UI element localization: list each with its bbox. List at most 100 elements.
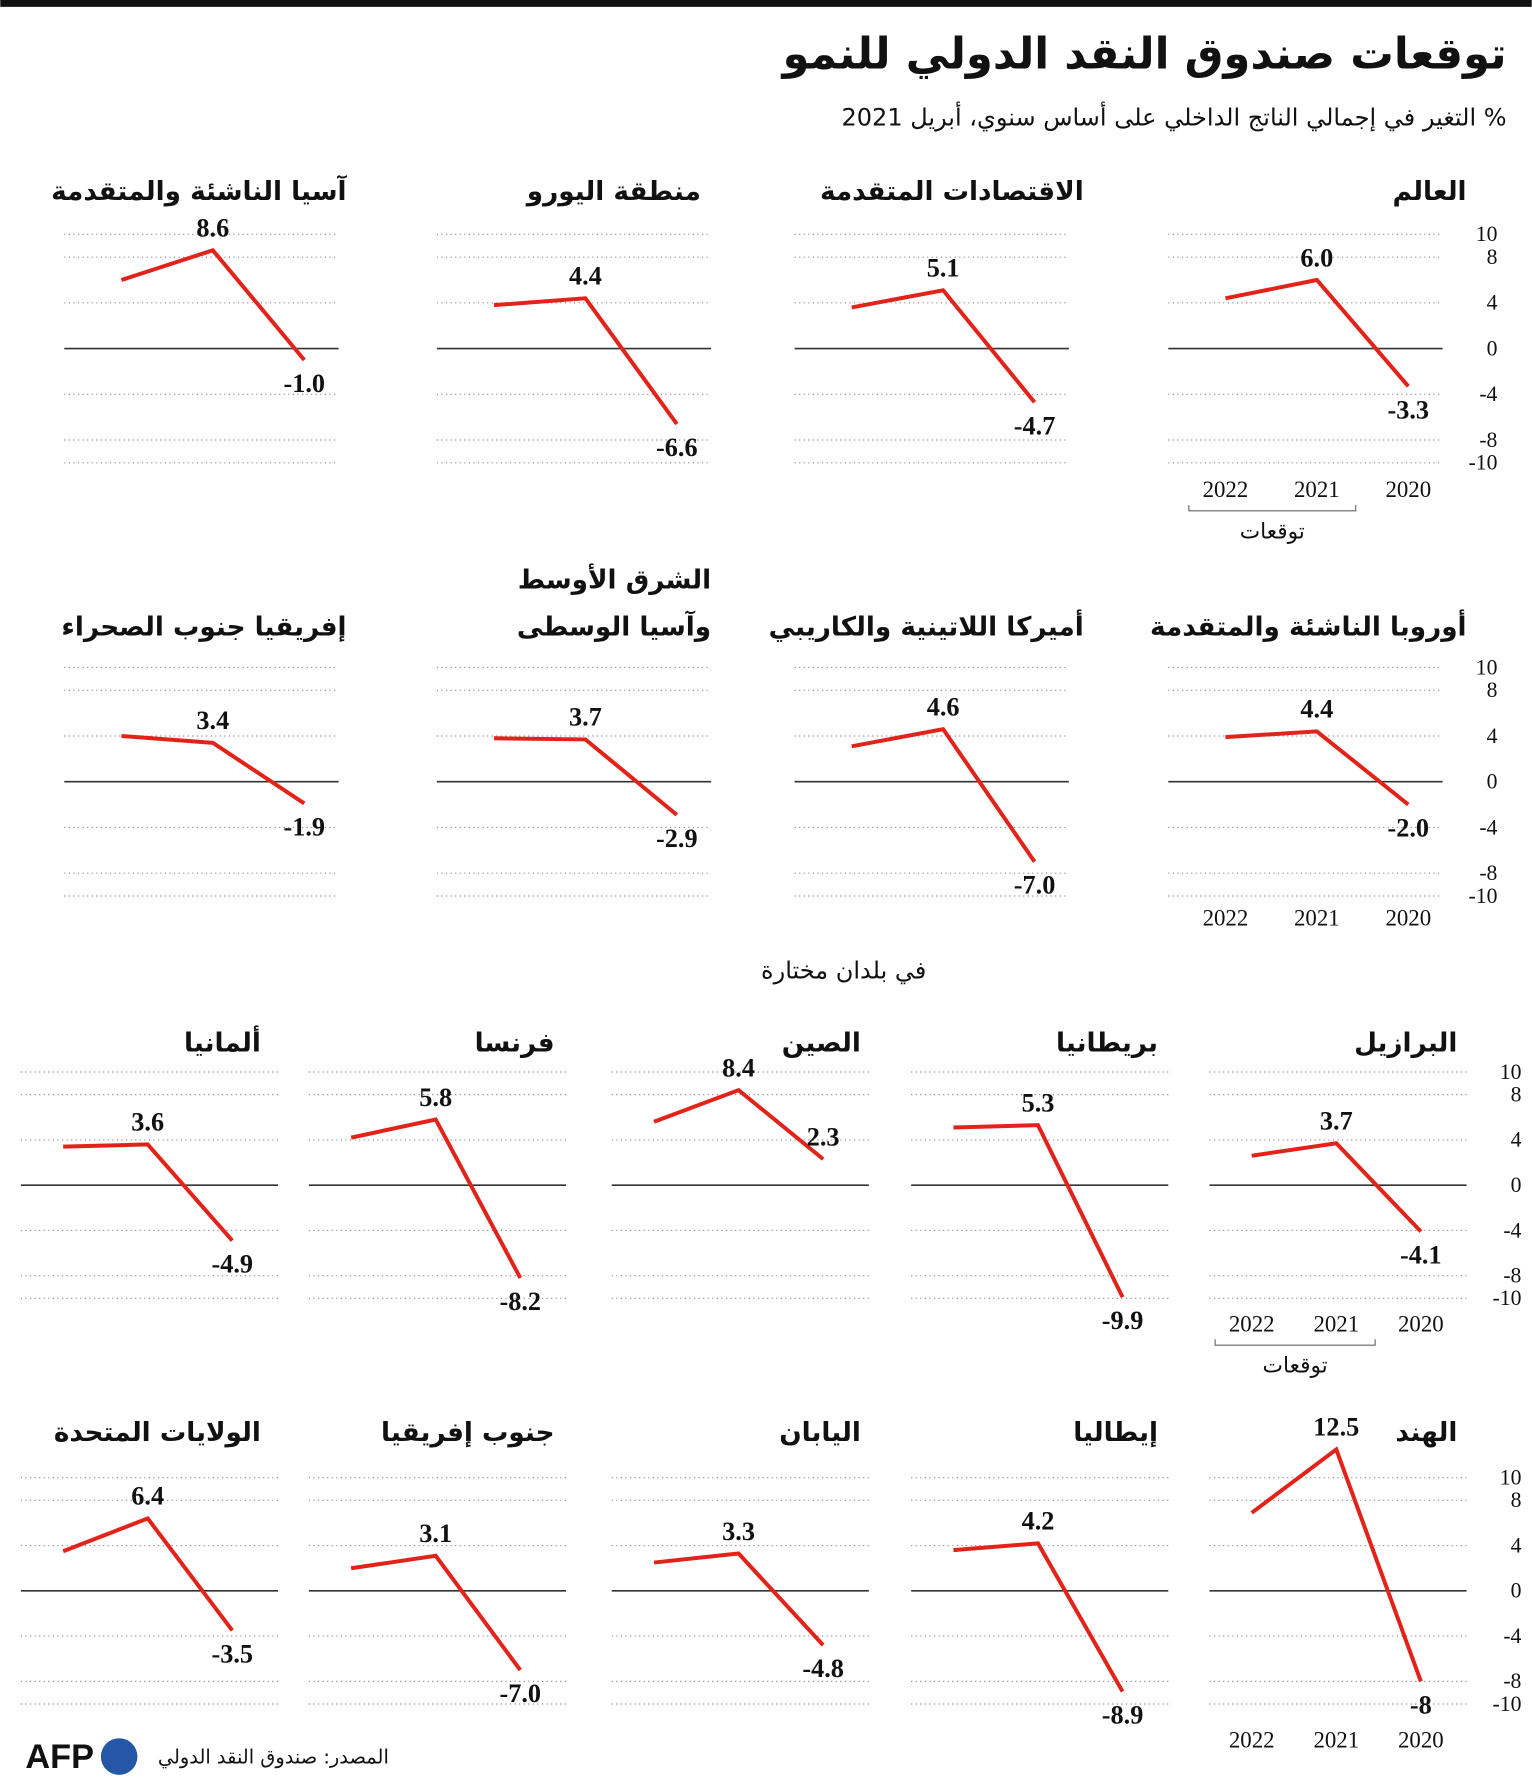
value-label: -4.7 — [1014, 411, 1056, 440]
data-line — [851, 726, 1037, 863]
x-tick-label: 2022 — [1203, 906, 1249, 931]
x-tick-label: 2021 — [1313, 1311, 1359, 1336]
data-line — [653, 1551, 825, 1647]
forecast-bracket — [1188, 505, 1357, 512]
y-tick-label: -10 — [1468, 451, 1497, 475]
value-label: 4.4 — [1300, 695, 1333, 724]
y-tick-label: -10 — [1492, 1692, 1521, 1716]
y-tick-label: -4 — [1479, 815, 1497, 839]
y-tick-label: -10 — [1468, 884, 1497, 908]
x-tick-label: 2022 — [1203, 477, 1249, 502]
value-label: 4.4 — [569, 262, 602, 291]
value-label: -8 — [1410, 1690, 1432, 1719]
y-tick-label: 4 — [1511, 1128, 1522, 1152]
value-label: 2.3 — [807, 1122, 840, 1151]
y-tick-label: 8 — [1511, 1082, 1522, 1106]
value-label: 3.7 — [569, 703, 602, 732]
value-label: 12.5 — [1313, 1413, 1359, 1442]
panel-title: الشرق الأوسط — [518, 564, 711, 596]
value-label: 5.8 — [419, 1083, 452, 1112]
value-label: 3.7 — [1320, 1107, 1353, 1136]
panel-title: أوروبا الناشئة والمتقدمة — [1150, 609, 1467, 642]
panel-title: الهند — [1395, 1418, 1457, 1448]
y-tick-label: 0 — [1511, 1579, 1522, 1603]
x-tick-label: 2020 — [1398, 1727, 1444, 1752]
value-label: -7.0 — [499, 1679, 541, 1708]
x-tick-label: 2020 — [1398, 1311, 1444, 1336]
panel-title: البرازيل — [1354, 1028, 1457, 1058]
top-bar — [0, 0, 1532, 7]
x-tick-label: 2022 — [1229, 1727, 1275, 1752]
data-line — [493, 736, 679, 817]
value-label: -7.0 — [1014, 871, 1056, 900]
value-label: 3.6 — [131, 1108, 164, 1137]
value-label: 3.1 — [419, 1519, 452, 1548]
x-tick-label: 2020 — [1385, 906, 1431, 931]
data-line — [851, 288, 1037, 404]
value-label: 6.0 — [1300, 243, 1333, 272]
data-line — [1250, 1446, 1423, 1683]
x-tick-label: 2020 — [1385, 477, 1431, 502]
value-label: 3.4 — [196, 706, 229, 735]
data-line — [62, 1516, 234, 1632]
value-label: -8.2 — [499, 1287, 541, 1316]
logo-circle — [100, 1738, 138, 1775]
y-tick-label: 8 — [1487, 678, 1498, 702]
value-label: 8.6 — [196, 214, 229, 243]
y-tick-label: 0 — [1487, 770, 1498, 794]
value-label: -3.3 — [1387, 395, 1429, 424]
value-label: -4.1 — [1400, 1241, 1442, 1270]
y-tick-label: 4 — [1511, 1533, 1522, 1557]
value-label: 5.3 — [1022, 1088, 1055, 1117]
value-label: 3.3 — [722, 1517, 755, 1546]
y-tick-label: 10 — [1500, 1466, 1522, 1490]
x-tick-label: 2022 — [1229, 1311, 1275, 1336]
panel-title: ألمانيا — [184, 1025, 261, 1058]
y-tick-label: -8 — [1479, 428, 1497, 452]
y-tick-label: 0 — [1487, 336, 1498, 360]
y-tick-label: -8 — [1479, 861, 1497, 885]
panel-title: الصين — [782, 1028, 861, 1058]
value-label: -8.9 — [1102, 1701, 1144, 1730]
panel-title: جنوب إفريقيا — [381, 1418, 555, 1448]
title: توقعات صندوق النقد الدولي للنمو — [781, 30, 1507, 80]
value-label: 6.4 — [131, 1482, 164, 1511]
panel-title: إفريقيا جنوب الصحراء — [61, 612, 346, 642]
y-tick-label: -4 — [1503, 1624, 1521, 1648]
value-label: -1.9 — [283, 812, 325, 841]
panel-title: أميركا اللاتينية والكاريبي — [769, 609, 1084, 642]
forecast-label: توقعات — [1240, 519, 1305, 544]
value-label: -9.9 — [1102, 1306, 1144, 1335]
data-line — [63, 1142, 234, 1242]
section-label: في بلدان مختارة — [761, 956, 926, 984]
forecast-label: توقعات — [1263, 1354, 1328, 1379]
panel-title: العالم — [1393, 177, 1467, 207]
data-line — [120, 247, 306, 362]
value-label: -4.9 — [211, 1250, 253, 1279]
y-tick-label: 4 — [1487, 291, 1498, 315]
value-label: -3.5 — [211, 1639, 253, 1668]
data-line — [1225, 277, 1410, 388]
value-label: 4.6 — [927, 692, 960, 721]
value-label: -2.9 — [656, 824, 698, 853]
value-label: 8.4 — [722, 1053, 755, 1082]
value-label: 5.1 — [927, 254, 960, 283]
value-label: -6.6 — [656, 433, 698, 462]
data-line — [350, 1117, 523, 1279]
panel-title: فرنسا — [475, 1028, 555, 1058]
y-tick-label: 4 — [1487, 724, 1498, 748]
subtitle: % التغير في إجمالي الناتج الداخلي على أس… — [842, 102, 1507, 133]
x-tick-label: 2021 — [1294, 477, 1340, 502]
value-label: -2.0 — [1387, 814, 1429, 843]
panel-title: الولايات المتحدة — [54, 1418, 261, 1448]
data-line — [953, 1541, 1125, 1693]
logo: AFP — [25, 1738, 94, 1776]
y-tick-label: -8 — [1503, 1264, 1521, 1288]
panel-title: بريطانيا — [1056, 1028, 1158, 1058]
y-tick-label: 10 — [1500, 1060, 1522, 1084]
data-line — [953, 1123, 1125, 1299]
data-line — [1225, 729, 1410, 807]
data-line — [121, 734, 306, 806]
